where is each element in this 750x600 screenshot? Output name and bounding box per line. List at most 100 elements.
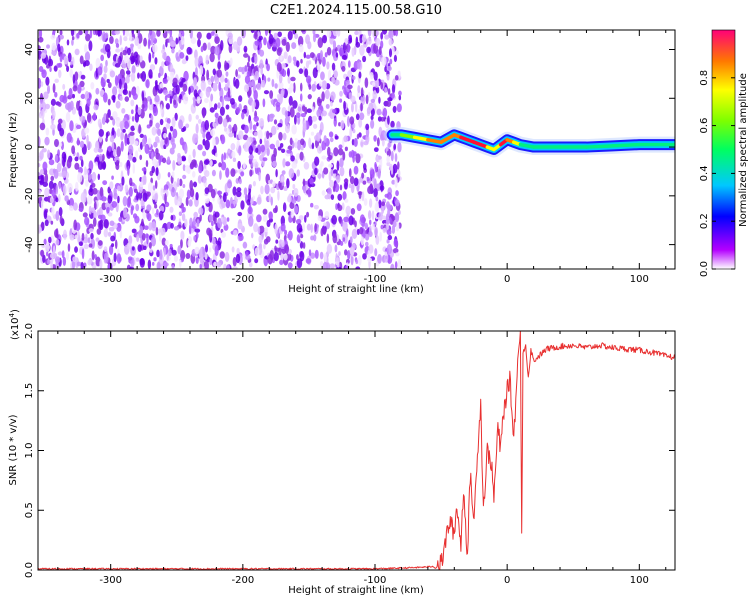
spectrogram-noise-cell [382,30,388,35]
spectrogram-noise-cell [98,153,103,162]
spectrogram-noise-cell [130,125,136,132]
spectrogram-noise-cell [328,131,334,138]
spectrogram-noise-cell [192,170,196,178]
spectrogram-noise-cell [395,190,399,197]
spectrogram-noise-cell [256,122,259,127]
spectrogram-noise-cell [129,134,135,145]
spectrogram-noise-cell [46,44,50,49]
spectrogram-noise-cell [324,194,330,200]
spectrogram-noise-cell [293,187,299,197]
spectrogram-noise-cell [105,131,109,139]
spectrogram-noise-cell [168,132,172,141]
spectrogram-noise-cell [46,259,51,265]
spectrogram-noise-cell [66,132,72,143]
spectrogram-noise-cell [360,95,366,106]
spectrogram-noise-cell [88,205,92,215]
spectrogram-ridge-segment [426,137,443,144]
spectrogram-noise-cell [336,107,340,114]
spectrogram-noise-cell [99,122,102,131]
spectrogram-noise-cell [159,205,165,213]
spectrogram-noise-cell [98,129,104,137]
spectrogram-noise-cell [122,30,126,36]
spectrogram-noise-cell [331,214,337,225]
spectrogram-noise-cell [40,223,45,228]
spectrogram-noise-cell [62,83,66,90]
spectrogram-noise-cell [181,59,187,65]
spectrogram-noise-cell [226,187,230,194]
colorbar-axes: 0.0 0.2 0.4 0.6 0.8 [699,70,735,277]
spectrogram-noise-cell [246,199,251,206]
spectrogram-noise-cell [141,218,144,226]
spectrogram-ridge-segment [439,133,457,144]
spectrogram-noise-cell [136,191,140,201]
spectrogram-noise-cell [232,157,237,162]
spectrogram-noise-cell [178,188,185,199]
spectrogram-noise-cell [172,160,176,171]
spectrogram-noise-cell [356,133,360,140]
spectrogram-noise-cell [314,222,317,233]
spectrogram-noise-cell [386,229,392,236]
spectrogram-noise-cell [273,32,278,40]
spectrogram-noise-cell [106,206,110,214]
spectrogram-noise-cell [101,31,107,43]
spectrogram-noise-cell [338,144,343,149]
spectrogram-noise-cell [244,75,251,84]
spectrogram-noise-cell [79,140,85,148]
spectrogram-noise-cell [163,184,169,191]
spectrogram-noise-cell [131,109,134,115]
spectrogram-noise-cell [125,70,131,75]
spectrogram-noise-cell [198,55,203,66]
spectrogram-noise-cell [189,30,193,40]
spectrogram-noise-cell [292,100,298,109]
spectrogram-noise-cell [262,157,268,162]
spectrogram-noise-cell [149,98,153,105]
spectrogram-noise-cell [135,54,138,66]
colorbar-tick-label: 0.4 [699,165,710,181]
spectrogram-noise-cell [291,161,298,169]
spectrogram-noise-cell [141,232,146,241]
spectrogram-noise-cell [197,38,201,48]
spectrogram-noise-cell [259,59,264,70]
spectrogram-noise-cell [166,30,171,34]
spectrogram-noise-cell [219,170,222,180]
spectrogram-noise-cell [170,187,176,198]
spectrogram-noise-cell [40,200,44,210]
spectrogram-noise-cell [195,256,199,264]
spectrogram-noise-cell [276,62,282,72]
spectrogram-noise-cell [159,118,164,126]
spectrogram-noise-cell [155,84,160,91]
spectrogram-noise-cell [328,171,332,182]
spectrogram-noise-cell [271,160,277,168]
spectrogram-noise-cell [237,160,241,170]
spectrogram-noise-cell [61,170,68,179]
spectrogram-noise-cell [123,82,128,92]
spectrogram-noise-cell [259,49,265,57]
spectrogram-noise-cell [313,234,317,242]
top-x-tick-label: 0 [504,274,510,285]
spectrogram-noise-cell [95,87,100,95]
spectrogram-noise-cell [78,207,84,212]
spectrogram-noise-cell [173,254,179,262]
spectrogram-noise-cell [318,98,323,104]
spectrogram-noise-cell [330,91,336,101]
spectrogram-noise-cell [108,244,114,255]
spectrogram-noise-cell [243,187,248,196]
spectrogram-noise-cell [210,188,216,199]
spectrogram-noise-cell [339,184,343,191]
spectrogram-noise-cell [160,187,164,197]
spectrogram-noise-cell [211,149,216,155]
spectrogram-noise-cell [164,239,169,246]
spectrogram-noise-cell [296,254,299,261]
spectrogram-noise-cell [323,252,327,263]
spectrogram-noise-cell [211,169,216,177]
spectrogram-noise-cell [198,164,203,174]
spectrogram-noise-cell [58,207,63,217]
spectrogram-ridge-segment [584,144,615,149]
spectrogram-noise-cell [46,251,49,257]
spectrogram-noise-cell [212,159,217,165]
spectrogram-noise-cell [148,52,152,63]
spectrogram-noise-cell [329,263,336,269]
spectrogram-noise-cell [188,86,191,95]
spectrogram-noise-cell [158,155,162,166]
